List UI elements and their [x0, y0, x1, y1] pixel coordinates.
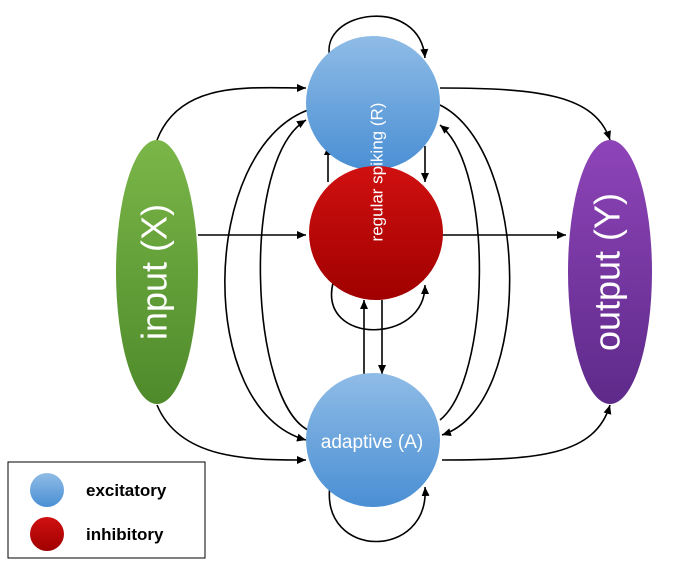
legend-swatch-excitatory [30, 473, 64, 507]
legend-label-excitatory: excitatory [86, 481, 167, 500]
edge-r-to-y [439, 87, 611, 141]
node-output: output (Y) [568, 140, 652, 404]
edge-x-to-r [156, 83, 307, 141]
node-adaptive-label: adaptive (A) [321, 432, 423, 453]
node-regular-spiking-label: regular spiking (R) [367, 103, 386, 242]
legend: excitatory inhibitory [7, 461, 206, 559]
node-adaptive: adaptive (A) [306, 373, 440, 507]
node-regular-spiking [306, 36, 440, 170]
node-input: input (X) [116, 140, 198, 404]
edge-a-to-y [441, 404, 612, 461]
node-input-label: input (X) [134, 204, 175, 340]
legend-item-inhibitory: inhibitory [30, 517, 164, 551]
edge-r-to-a-left [224, 109, 309, 442]
edge-a-to-r-left [259, 119, 309, 431]
legend-label-inhibitory: inhibitory [86, 525, 164, 544]
legend-swatch-inhibitory [30, 517, 64, 551]
edge-a-to-r-right [439, 124, 481, 421]
edge-x-to-a [156, 404, 307, 464]
node-output-label: output (Y) [587, 193, 628, 351]
edge-r-self-loop [328, 15, 429, 59]
edge-r-to-a-right [439, 104, 511, 437]
legend-item-excitatory: excitatory [30, 473, 167, 507]
node-inhibitory [309, 166, 443, 300]
edge-i-self-loop [330, 282, 429, 331]
edge-a-self-loop [328, 484, 430, 543]
